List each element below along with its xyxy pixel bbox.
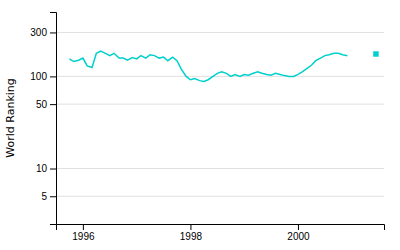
- series-line: [69, 51, 347, 81]
- y-axis-title: World Ranking: [4, 78, 17, 158]
- y-tick-mark: [50, 104, 56, 105]
- y-tick-mark: [50, 196, 56, 197]
- grid-line: [56, 32, 384, 33]
- y-axis: 5 10 50 100 300: [30, 13, 56, 225]
- y-tick: 300: [30, 27, 56, 38]
- y-tick-label: 300: [30, 27, 47, 38]
- plot-area: 1996 1998 2000 5 10 50 100 300: [30, 13, 384, 243]
- x-tick-mark: [190, 224, 191, 230]
- x-tick-label: 1996: [72, 231, 95, 242]
- marks: [69, 51, 378, 81]
- grid: [56, 32, 384, 196]
- y-tick-mark: [50, 76, 56, 77]
- chart: 1996 1998 2000 5 10 50 100 300 World Ranking: [0, 0, 400, 250]
- y-tick: 100: [30, 71, 56, 82]
- x-tick-mark: [298, 224, 299, 230]
- grid-line: [56, 104, 384, 105]
- x-tick-mark: [83, 224, 84, 230]
- y-tick-label: 100: [30, 71, 47, 82]
- grid-line: [56, 168, 384, 169]
- y-tick: 50: [36, 99, 56, 110]
- x-tick-label: 2000: [287, 231, 310, 242]
- y-axis-line: [50, 13, 57, 225]
- y-tick-mark: [50, 32, 56, 33]
- grid-line: [56, 196, 384, 197]
- series-point: [373, 51, 378, 56]
- x-tick: 1998: [180, 224, 203, 242]
- y-tick-label: 5: [41, 191, 47, 202]
- x-tick: 1996: [72, 224, 95, 242]
- y-tick-mark: [50, 169, 56, 170]
- x-tick-label: 1998: [180, 231, 203, 242]
- x-axis: 1996 1998 2000: [57, 224, 385, 242]
- y-tick-label: 10: [36, 163, 48, 174]
- y-tick: 10: [36, 163, 56, 174]
- y-tick: 5: [41, 191, 56, 202]
- grid-line: [56, 76, 384, 77]
- x-tick: 2000: [287, 224, 310, 242]
- x-axis-line: [57, 225, 385, 231]
- y-tick-label: 50: [36, 99, 48, 110]
